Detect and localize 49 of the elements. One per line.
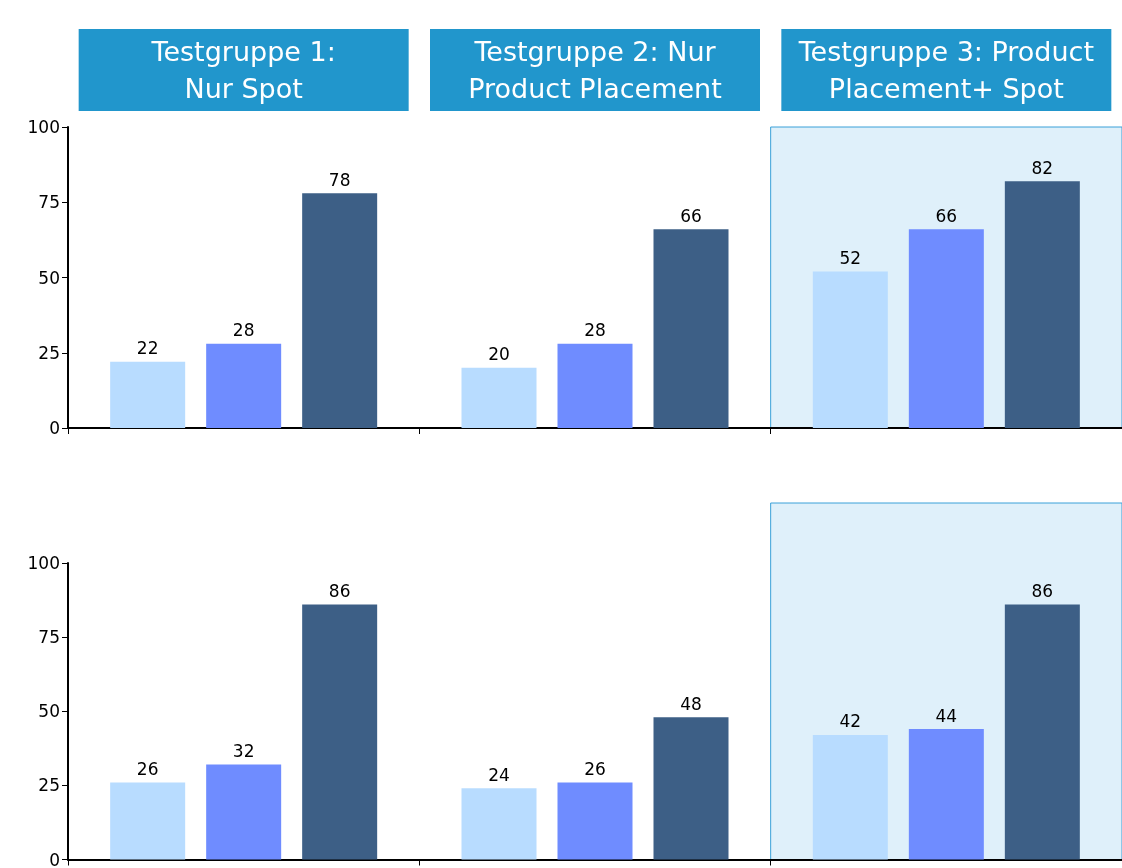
bar (653, 229, 729, 428)
data-label: 82 (1031, 157, 1054, 178)
data-label: 42 (839, 711, 862, 732)
y-tick-label: 75 (38, 192, 60, 213)
data-label: 52 (839, 247, 862, 268)
bar (206, 764, 282, 860)
y-tick-label: 75 (38, 627, 60, 648)
bar (812, 271, 888, 428)
data-label: 26 (584, 758, 606, 779)
x-tick-label: Testgruppe 1: Nur Spot (150, 36, 336, 104)
y-tick-label: 50 (38, 267, 60, 288)
data-label: 66 (680, 205, 702, 226)
data-label: 48 (680, 693, 702, 714)
bar (908, 729, 984, 860)
y-tick-label: 0 (49, 418, 60, 438)
bar (812, 734, 888, 860)
data-label: 26 (136, 758, 159, 779)
bar (653, 717, 729, 860)
bar (461, 788, 537, 860)
y-tick-label: 100 (27, 117, 60, 137)
bar (110, 361, 186, 428)
data-label: 86 (328, 581, 351, 602)
x-tick-label: Testgruppe 2: Nur Product Placement (468, 36, 722, 104)
data-label: 22 (136, 338, 159, 359)
data-label: 32 (232, 741, 255, 762)
bar (908, 229, 984, 428)
bar (302, 193, 378, 428)
y-tick-label: 100 (27, 553, 60, 573)
bar (110, 782, 186, 860)
bar (1004, 604, 1080, 860)
data-label: 78 (328, 169, 351, 190)
data-label: 66 (935, 205, 958, 226)
data-label: 44 (935, 705, 958, 726)
data-label: 28 (584, 320, 606, 341)
data-label: 24 (488, 764, 510, 785)
bar (557, 343, 633, 428)
bar (557, 782, 633, 860)
y-tick-label: 25 (38, 342, 60, 363)
data-label: 86 (1031, 581, 1054, 602)
x-tick-label: Testgruppe 3: Product Placement+ Spot (797, 36, 1095, 104)
bar (461, 367, 537, 428)
data-label: 20 (488, 344, 510, 365)
y-tick-label: 0 (49, 849, 60, 868)
y-tick-label: 25 (38, 775, 60, 796)
y-tick-label: 50 (38, 701, 60, 722)
bar (206, 343, 282, 428)
bar (302, 604, 378, 860)
data-label: 28 (232, 320, 255, 341)
bar (1004, 181, 1080, 428)
